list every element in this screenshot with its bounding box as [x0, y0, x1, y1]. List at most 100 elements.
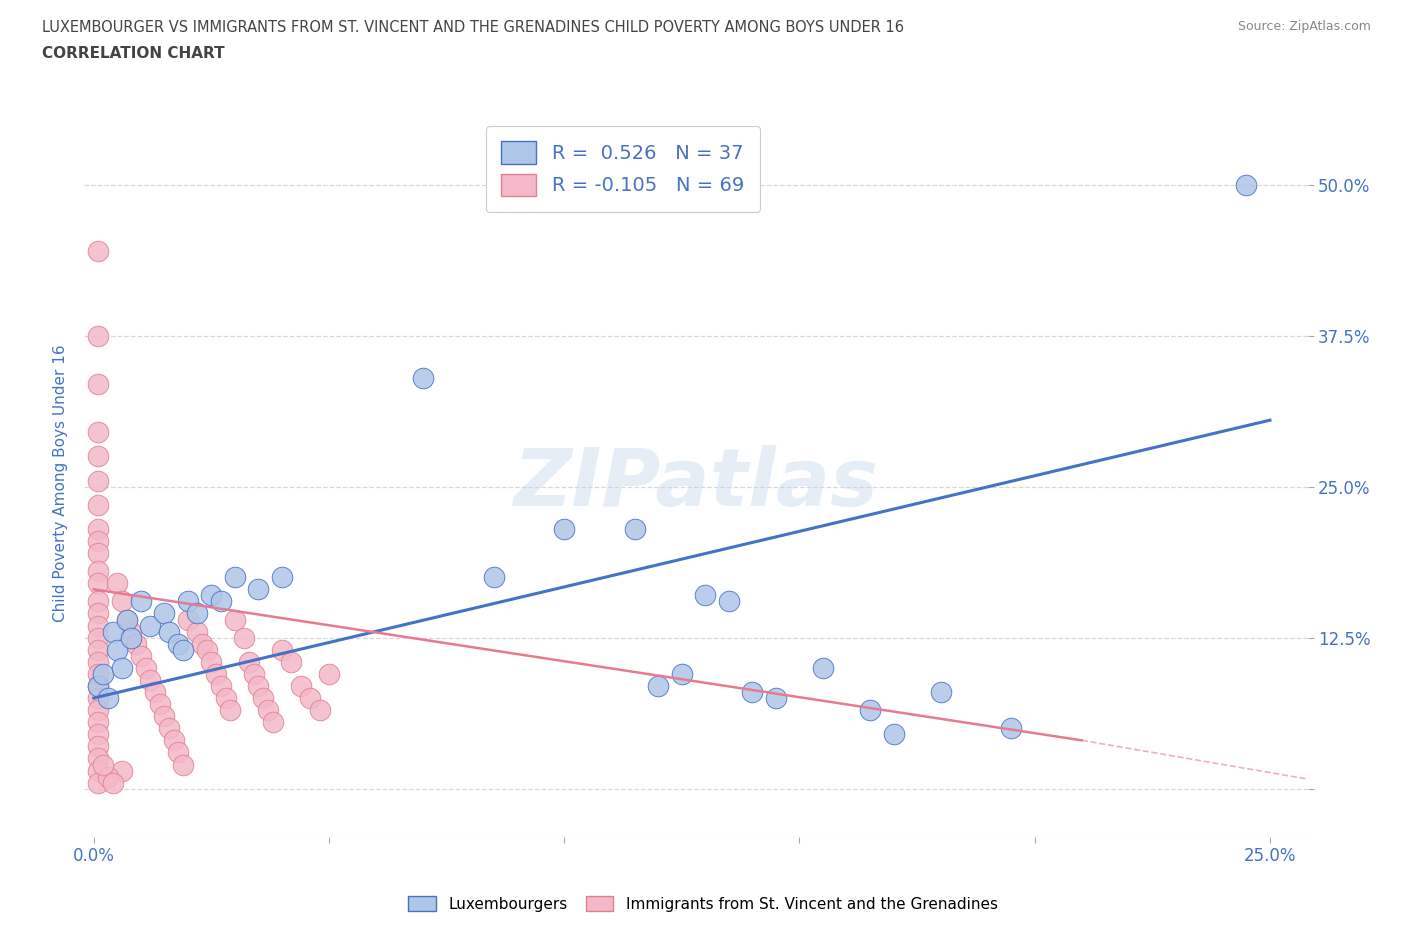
Point: [125, 636, 148, 651]
Point: [87, 715, 110, 730]
Point: [482, 570, 505, 585]
Point: [200, 588, 222, 603]
Point: [308, 703, 330, 718]
Text: Source: ZipAtlas.com: Source: ZipAtlas.com: [1237, 20, 1371, 33]
Point: [97, 769, 120, 784]
Point: [143, 684, 166, 699]
Point: [412, 370, 434, 385]
Point: [163, 733, 186, 748]
Point: [87, 631, 110, 645]
Point: [177, 612, 200, 627]
Point: [1000, 721, 1022, 736]
Point: [87, 667, 110, 682]
Point: [186, 624, 208, 639]
Point: [200, 655, 222, 670]
Point: [271, 570, 294, 585]
Point: [87, 576, 110, 591]
Point: [87, 606, 110, 621]
Text: LUXEMBOURGER VS IMMIGRANTS FROM ST. VINCENT AND THE GRENADINES CHILD POVERTY AMO: LUXEMBOURGER VS IMMIGRANTS FROM ST. VINC…: [42, 20, 904, 34]
Point: [139, 618, 162, 633]
Point: [87, 679, 110, 694]
Point: [87, 764, 110, 778]
Point: [195, 643, 218, 658]
Point: [233, 631, 256, 645]
Point: [87, 377, 110, 392]
Point: [647, 679, 669, 694]
Legend: Luxembourgers, Immigrants from St. Vincent and the Grenadines: Luxembourgers, Immigrants from St. Vince…: [402, 889, 1004, 918]
Point: [252, 691, 274, 706]
Point: [129, 594, 152, 609]
Point: [177, 594, 200, 609]
Point: [624, 522, 647, 537]
Point: [87, 546, 110, 561]
Point: [135, 660, 157, 675]
Point: [172, 643, 194, 658]
Point: [87, 703, 110, 718]
Point: [741, 684, 763, 699]
Point: [87, 679, 110, 694]
Point: [111, 764, 134, 778]
Point: [219, 703, 242, 718]
Point: [129, 648, 152, 663]
Point: [290, 679, 312, 694]
Point: [120, 631, 142, 645]
Point: [172, 757, 194, 772]
Point: [87, 751, 110, 766]
Point: [101, 776, 124, 790]
Point: [257, 703, 280, 718]
Point: [553, 522, 575, 537]
Point: [87, 522, 110, 537]
Point: [87, 473, 110, 488]
Point: [91, 757, 114, 772]
Point: [120, 624, 142, 639]
Point: [167, 745, 190, 760]
Point: [115, 612, 138, 627]
Point: [238, 655, 260, 670]
Point: [205, 667, 228, 682]
Point: [87, 498, 110, 512]
Point: [671, 667, 693, 682]
Point: [87, 449, 110, 464]
Point: [87, 727, 110, 742]
Point: [167, 636, 190, 651]
Point: [191, 636, 214, 651]
Point: [87, 425, 110, 440]
Point: [765, 691, 787, 706]
Point: [1236, 177, 1258, 192]
Point: [280, 655, 302, 670]
Point: [139, 672, 162, 687]
Point: [91, 667, 114, 682]
Point: [87, 244, 110, 259]
Point: [214, 691, 236, 706]
Point: [859, 703, 882, 718]
Point: [929, 684, 952, 699]
Point: [115, 612, 138, 627]
Point: [87, 643, 110, 658]
Legend: R =  0.526   N = 37, R = -0.105   N = 69: R = 0.526 N = 37, R = -0.105 N = 69: [485, 126, 759, 211]
Point: [111, 594, 134, 609]
Point: [105, 643, 128, 658]
Point: [247, 679, 270, 694]
Point: [271, 643, 294, 658]
Point: [224, 570, 246, 585]
Point: [299, 691, 322, 706]
Point: [149, 697, 172, 711]
Point: [811, 660, 834, 675]
Point: [111, 660, 134, 675]
Point: [153, 709, 176, 724]
Point: [87, 691, 110, 706]
Point: [101, 624, 124, 639]
Point: [883, 727, 905, 742]
Point: [695, 588, 717, 603]
Point: [717, 594, 740, 609]
Point: [153, 606, 176, 621]
Point: [87, 594, 110, 609]
Point: [318, 667, 340, 682]
Point: [157, 624, 180, 639]
Text: CORRELATION CHART: CORRELATION CHART: [42, 46, 225, 61]
Point: [105, 576, 128, 591]
Point: [87, 655, 110, 670]
Point: [87, 564, 110, 578]
Y-axis label: Child Poverty Among Boys Under 16: Child Poverty Among Boys Under 16: [53, 345, 69, 622]
Point: [242, 667, 264, 682]
